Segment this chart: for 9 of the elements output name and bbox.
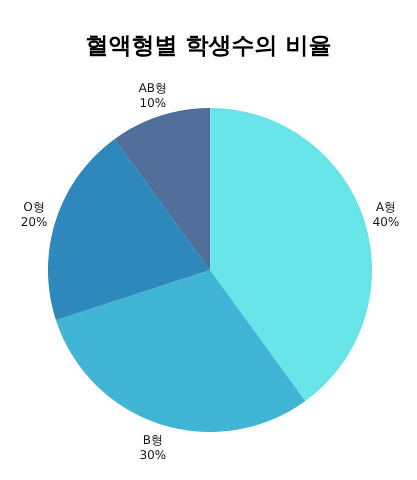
data-label: 20% xyxy=(20,214,48,229)
data-label: 30% xyxy=(139,448,166,462)
slice-label: A형 xyxy=(376,200,396,214)
slice-label: B형 xyxy=(142,432,163,447)
slice-label: AB형 xyxy=(138,81,168,96)
chart-title: 혈액형별 학생수의 비율 xyxy=(85,33,332,59)
data-label: 40% xyxy=(372,214,400,229)
slice-label: O형 xyxy=(23,200,45,214)
data-label: 10% xyxy=(139,96,166,110)
